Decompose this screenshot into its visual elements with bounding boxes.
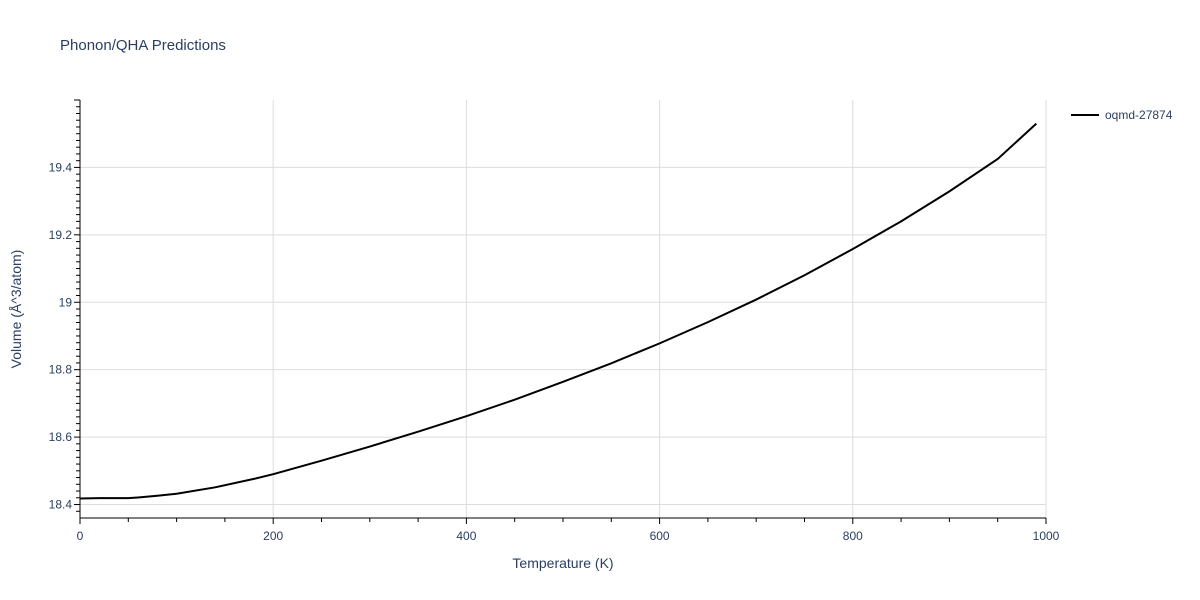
x-tick-label: 400 xyxy=(456,529,476,543)
chart-title: Phonon/QHA Predictions xyxy=(60,37,226,54)
x-tick-label: 0 xyxy=(77,529,84,543)
grid xyxy=(80,100,1047,518)
legend: oqmd-27874 xyxy=(1071,108,1173,122)
y-tick-label: 18.6 xyxy=(49,430,73,444)
x-axis-label: Temperature (K) xyxy=(512,555,613,571)
series xyxy=(79,122,1038,500)
y-tick-label: 19 xyxy=(59,295,73,309)
legend-label[interactable]: oqmd-27874 xyxy=(1105,108,1173,122)
y-tick-label: 19.2 xyxy=(49,228,73,242)
y-tick-label: 18.4 xyxy=(49,498,73,512)
ticks: 0 200 400 600 800 1000 18.4 18.6 18.8 19 19.2 19.4 xyxy=(49,160,1060,543)
y-tick-label: 18.8 xyxy=(49,363,73,377)
x-tick-label: 600 xyxy=(650,529,670,543)
x-tick-label: 800 xyxy=(843,529,863,543)
axes xyxy=(74,99,1047,524)
y-axis-label: Volume (Å^3/atom) xyxy=(8,250,24,369)
x-tick-label: 1000 xyxy=(1033,529,1060,543)
y-tick-label: 19.4 xyxy=(49,160,73,174)
series-line-oqmd-27874 xyxy=(79,122,1038,500)
x-tick-label: 200 xyxy=(263,529,283,543)
